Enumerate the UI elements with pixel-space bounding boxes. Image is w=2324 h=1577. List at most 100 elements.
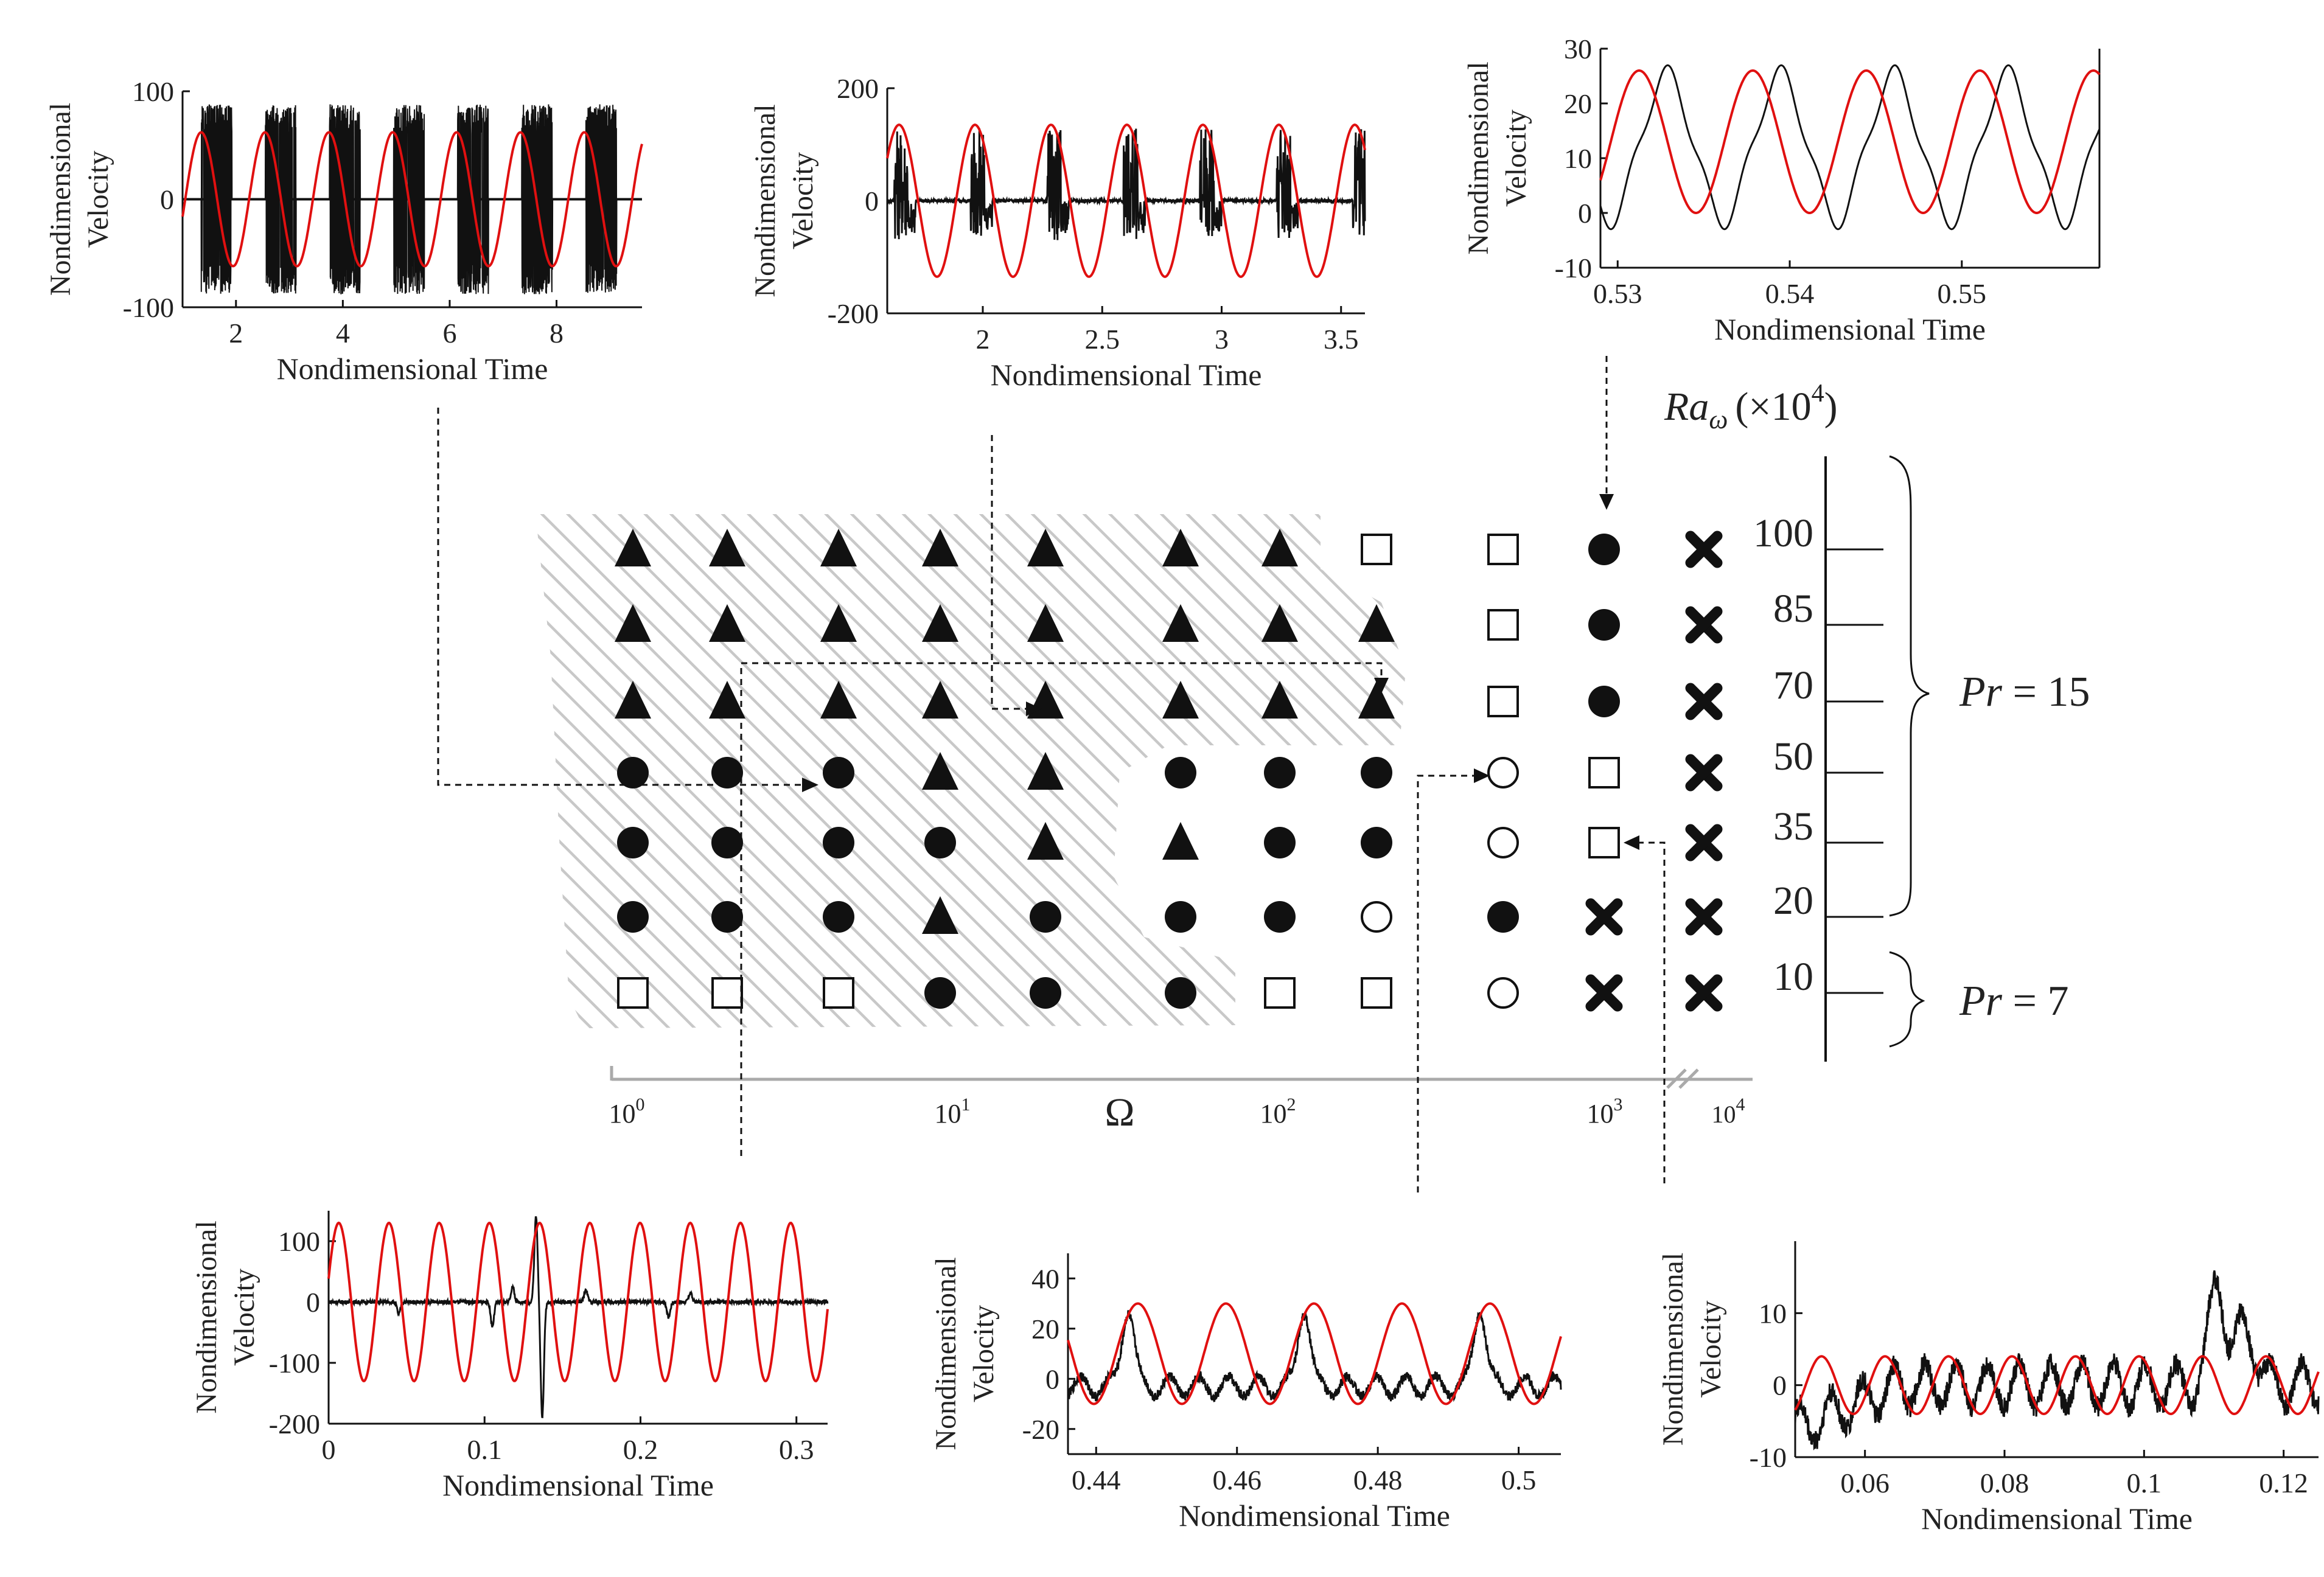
marker-triangle: [709, 604, 745, 642]
marker-open-circle: [1361, 901, 1392, 933]
inset-y-tick-label: -200: [269, 1408, 320, 1439]
y-tick-label: 50: [1773, 734, 1813, 779]
inset-forcing-line: [1599, 69, 2101, 215]
inset-y-tick-label: -100: [123, 292, 174, 323]
group-label-pr7: Pr = 7: [1959, 978, 2068, 1025]
inset-y-tick-label: 40: [1031, 1263, 1059, 1294]
marker-open-square: [1361, 977, 1392, 1009]
inset-response-line: [183, 104, 642, 294]
marker-filled-circle: [617, 827, 649, 858]
inset-x-axis-title: Nondimensional Time: [442, 1468, 714, 1502]
marker-triangle: [1162, 822, 1199, 860]
inset-y-axis-title: Nondimensional Velocity: [930, 1257, 1000, 1450]
inset-y-tick-label: 0: [160, 184, 174, 215]
marker-triangle: [922, 604, 958, 642]
marker-cross: [1685, 754, 1723, 792]
inset-forcing-line: [886, 124, 1366, 278]
marker-cross: [1685, 824, 1723, 862]
inset-x-tick-label: 0.2: [623, 1434, 658, 1465]
regime-map: 100 101 102 103 104 Ω 100 85 70 50 35 20 10 Raω (×1…: [609, 380, 2090, 1135]
brace-pr7: [1889, 951, 1925, 1048]
inset-y-axis-title: Nondimensional Velocity: [190, 1220, 260, 1413]
leader-arrowheads: [802, 494, 1639, 850]
inset-plot-bottom-middle: 0.44 0.46 0.48 0.5 40 20 0 -20 Nondimensional Ti…: [930, 1253, 1562, 1533]
inset-y-axis-title: Nondimensional Velocity: [1462, 61, 1532, 254]
brace-pr15: [1889, 455, 1930, 917]
marker-filled-circle: [1030, 901, 1061, 933]
inset-x-axis-title: Nondimensional Time: [1921, 1502, 2193, 1536]
axis-break-mark-2: [1678, 1068, 1699, 1089]
marker-triangle: [922, 529, 958, 566]
y-tick-label: 85: [1773, 587, 1813, 631]
marker-filled-circle: [1264, 901, 1296, 933]
x-tick-label: 102: [1260, 1095, 1296, 1129]
inset-y-tick-label: -10: [1555, 252, 1592, 284]
inset-x-axis-title: Nondimensional Time: [991, 358, 1262, 392]
inset-y-tick-label: -100: [269, 1348, 320, 1379]
marker-triangle: [709, 681, 745, 719]
marker-open-square: [1487, 609, 1519, 641]
inset-y-tick-label: 20: [1031, 1314, 1059, 1345]
inset-plot-top-middle: 2 2.5 3 3.5 200 0 -200 Nondimensional Time Nondi…: [749, 73, 1366, 392]
inset-y-tick-label: 0: [1045, 1363, 1059, 1394]
inset-plot-top-right: 0.53 0.54 0.55 30 20 10 0 -10 Nondimensional Tim…: [1462, 33, 2101, 346]
inset-y-tick-label: -200: [828, 298, 879, 329]
inset-x-tick-label: 0.08: [1980, 1467, 2029, 1499]
inset-y-axis-title: Nondimensional Velocity: [749, 104, 819, 297]
inset-response-line: [1067, 1310, 1562, 1402]
marker-filled-circle: [1165, 757, 1196, 788]
marker-open-circle: [1487, 757, 1519, 788]
marker-open-square: [1264, 977, 1296, 1009]
inset-y-tick-label: 30: [1564, 33, 1592, 64]
arrowhead-top-left: [802, 778, 818, 792]
marker-open-square: [1588, 757, 1620, 788]
inset-x-axis-title: Nondimensional Time: [1714, 312, 1986, 346]
x-axis-label: Ω: [1104, 1090, 1134, 1135]
inset-response-line: [886, 128, 1366, 240]
marker-cross: [1685, 683, 1723, 720]
marker-filled-circle: [1361, 757, 1392, 788]
inset-y-tick-label: 0: [1773, 1370, 1787, 1401]
marker-triangle: [1162, 529, 1199, 566]
marker-triangle: [1162, 604, 1199, 642]
marker-triangle: [1027, 752, 1064, 790]
inset-y-tick-label: 0: [865, 186, 879, 217]
marker-triangle: [1261, 529, 1298, 566]
inset-x-tick-label: 4: [336, 318, 350, 349]
inset-x-tick-label: 0.55: [1938, 278, 1987, 309]
marker-filled-circle: [823, 827, 854, 858]
marker-filled-circle: [1165, 977, 1196, 1009]
inset-x-tick-label: 0.5: [1501, 1464, 1537, 1495]
inset-x-tick-label: 0.48: [1353, 1464, 1403, 1495]
y-axis-label: Raω (×104): [1664, 380, 1838, 434]
group-label-pr15: Pr = 15: [1959, 669, 2090, 715]
marker-cross: [1585, 898, 1623, 936]
marker-triangle: [1162, 681, 1199, 719]
inset-x-tick-label: 0.12: [2259, 1467, 2308, 1499]
inset-y-tick-label: 100: [278, 1226, 320, 1257]
y-tick-label: 70: [1773, 663, 1813, 708]
marker-open-square: [1487, 534, 1519, 565]
marker-filled-circle: [711, 757, 743, 788]
marker-filled-circle: [711, 901, 743, 933]
marker-cross: [1685, 606, 1723, 644]
arrowhead-top-right: [1599, 494, 1614, 510]
inset-y-tick-label: 200: [837, 73, 879, 104]
inset-plot-top-left: 2 4 6 8 100 0 -100 Nondimensional Time Nondimens…: [44, 76, 643, 386]
marker-filled-circle: [823, 901, 854, 933]
inset-y-tick-label: 10: [1564, 143, 1592, 174]
inset-x-tick-label: 8: [550, 318, 564, 349]
marker-filled-circle: [1264, 757, 1296, 788]
leader-bottom-right: [1637, 841, 1666, 1183]
leader-bottom-left: [740, 662, 1383, 1156]
y-tick-label: 20: [1773, 879, 1813, 923]
marker-triangle: [820, 604, 857, 642]
marker-filled-circle: [1588, 686, 1620, 717]
inset-x-tick-label: 3.5: [1324, 324, 1359, 355]
y-tick-label: 100: [1753, 511, 1813, 555]
marker-cross: [1685, 974, 1723, 1012]
x-tick-label: 101: [935, 1095, 971, 1129]
inset-x-tick-label: 2: [976, 324, 990, 355]
inset-x-tick-label: 0: [322, 1434, 336, 1465]
